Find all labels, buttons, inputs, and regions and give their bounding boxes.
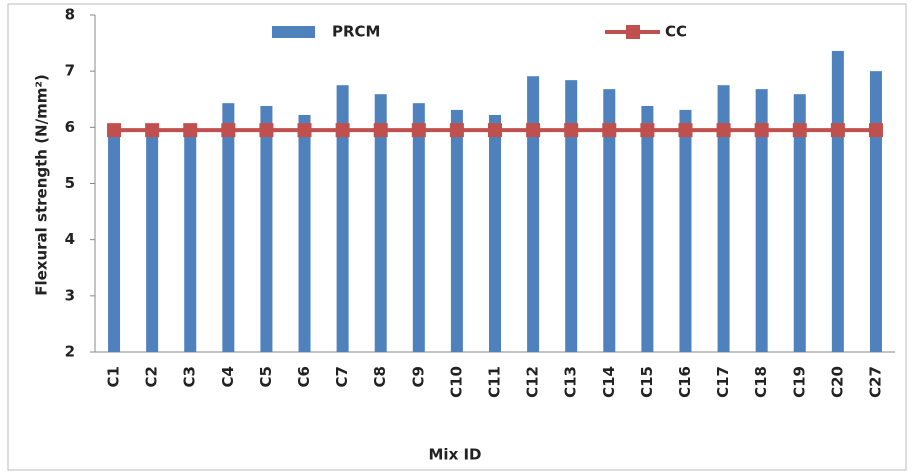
x-tick-label: C12	[524, 366, 542, 398]
x-tick-label: C1	[105, 366, 123, 387]
bar	[717, 85, 730, 352]
x-tick-label: C7	[333, 366, 351, 387]
x-tick-label: C20	[828, 366, 846, 398]
bar	[603, 89, 616, 352]
bar	[222, 103, 235, 352]
marker	[221, 123, 236, 138]
marker	[259, 123, 274, 138]
marker	[411, 123, 426, 138]
bar	[641, 105, 654, 353]
y-tick-label: 5	[65, 174, 75, 192]
x-tick-label: C27	[866, 366, 884, 398]
bar	[336, 85, 349, 352]
x-tick-label: C13	[562, 366, 580, 398]
marker	[145, 123, 160, 138]
x-tick-label: C11	[486, 366, 504, 398]
legend-label: PRCM	[332, 23, 380, 41]
bar	[450, 109, 463, 353]
bar	[755, 89, 768, 352]
y-tick-label: 8	[65, 6, 75, 24]
y-axis-label: Flexural strength (N/mm²)	[33, 74, 51, 296]
x-tick-label: C10	[447, 366, 465, 398]
bar	[184, 130, 197, 352]
y-tick-label: 6	[65, 118, 75, 136]
marker	[335, 123, 350, 138]
marker	[640, 123, 655, 138]
marker	[564, 123, 579, 138]
marker	[678, 123, 693, 138]
bar	[831, 50, 844, 353]
marker	[792, 123, 807, 138]
bar	[793, 94, 806, 352]
marker	[297, 123, 312, 138]
x-tick-label: C14	[600, 366, 618, 398]
bar	[260, 105, 273, 353]
bar	[108, 130, 121, 352]
x-tick-label: C17	[714, 366, 732, 398]
y-tick-label: 3	[65, 286, 75, 304]
marker	[183, 123, 198, 138]
bar	[869, 71, 882, 353]
bar	[374, 94, 387, 352]
y-tick-label: 4	[65, 230, 75, 248]
marker	[449, 123, 464, 138]
marker	[488, 123, 502, 138]
x-tick-label: C8	[371, 366, 389, 387]
x-tick-label: C19	[790, 366, 808, 398]
x-tick-label: C9	[409, 366, 427, 387]
legend-swatch	[272, 26, 315, 38]
legend-marker	[626, 25, 640, 39]
x-tick-label: C18	[752, 366, 770, 398]
legend-label: CC	[665, 23, 687, 41]
marker	[107, 123, 122, 138]
bar	[146, 130, 159, 352]
bar	[489, 114, 501, 352]
marker	[602, 123, 617, 138]
x-axis-label: Mix ID	[429, 446, 482, 464]
bar	[298, 114, 311, 352]
x-tick-label: C15	[638, 366, 656, 398]
x-tick-label: C6	[295, 366, 313, 387]
bar	[412, 103, 425, 352]
bar	[565, 80, 578, 353]
marker	[373, 123, 388, 138]
y-tick-label: 7	[65, 62, 75, 80]
bar	[527, 76, 540, 352]
marker	[716, 123, 731, 138]
x-tick-label: C4	[219, 366, 237, 387]
x-tick-label: C16	[676, 366, 694, 398]
y-tick-label: 2	[65, 343, 75, 361]
x-tick-label: C5	[257, 366, 275, 387]
bar	[679, 109, 692, 353]
x-tick-label: C2	[143, 366, 161, 387]
marker	[526, 123, 541, 138]
x-tick-label: C3	[181, 366, 199, 387]
marker	[754, 123, 769, 138]
marker	[830, 123, 845, 138]
marker	[868, 123, 883, 138]
